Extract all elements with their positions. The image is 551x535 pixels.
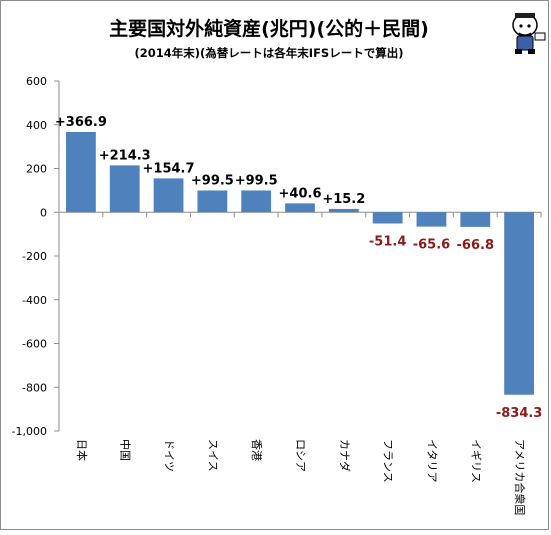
data-label: +40.6 <box>279 186 322 201</box>
y-tick-label: -200 <box>22 250 47 263</box>
data-label: +154.7 <box>143 161 195 176</box>
x-tick-label: カナダ <box>338 439 352 472</box>
x-tick-label: アメリカ合衆国 <box>513 439 527 515</box>
y-tick-label: -1,000 <box>12 425 47 438</box>
x-tick-label: フランス <box>382 439 395 483</box>
data-label: -834.3 <box>496 406 543 421</box>
bar <box>285 203 315 213</box>
data-labels: +366.9+214.3+154.7+99.5 +99.5+40.6 +15.2-5… <box>55 115 542 421</box>
y-tick-label: -400 <box>22 294 47 307</box>
bar <box>197 190 228 213</box>
y-tick-label: -600 <box>22 338 47 351</box>
data-label: +99.5 <box>191 173 234 188</box>
bar <box>241 190 272 213</box>
y-tick-label: 200 <box>26 163 47 176</box>
x-tick-label: ドイツ <box>163 439 176 472</box>
bar <box>109 165 140 213</box>
y-tick-label: 400 <box>26 119 47 132</box>
bar <box>372 212 403 224</box>
data-label: -65.6 <box>413 238 450 253</box>
y-tick-label: 600 <box>26 75 47 88</box>
x-tick-label: ロシア <box>294 439 307 472</box>
y-tick-label: -800 <box>22 381 47 394</box>
bar <box>66 131 96 213</box>
x-tick-label: イタリア <box>425 439 438 483</box>
x-tick-label: 日本 <box>75 439 89 461</box>
x-tick-label: 香港 <box>250 439 263 461</box>
x-tick-label: イギリス <box>469 439 482 483</box>
bar <box>153 178 184 213</box>
y-tick-label: 0 <box>40 206 47 219</box>
data-label: +366.9 <box>55 115 107 130</box>
bar <box>504 212 534 395</box>
bar <box>416 212 447 227</box>
bar <box>460 212 491 227</box>
bars <box>66 131 534 395</box>
data-label: -51.4 <box>369 234 406 249</box>
data-label: +99.5 <box>235 173 278 188</box>
data-label: -66.8 <box>457 238 494 253</box>
chart-subtitle: (2014年末)(為替レートは各年末IFSレートで算出) <box>135 46 404 60</box>
mascot-icon <box>512 13 546 54</box>
bar <box>328 208 359 213</box>
x-tick-label: スイス <box>206 439 219 472</box>
data-label: +15.2 <box>322 192 365 207</box>
data-label: +214.3 <box>99 148 151 163</box>
x-tick-label: 中国 <box>119 439 132 461</box>
chart-title: 主要国対外純資産(兆円)(公的＋民間) <box>109 17 429 40</box>
